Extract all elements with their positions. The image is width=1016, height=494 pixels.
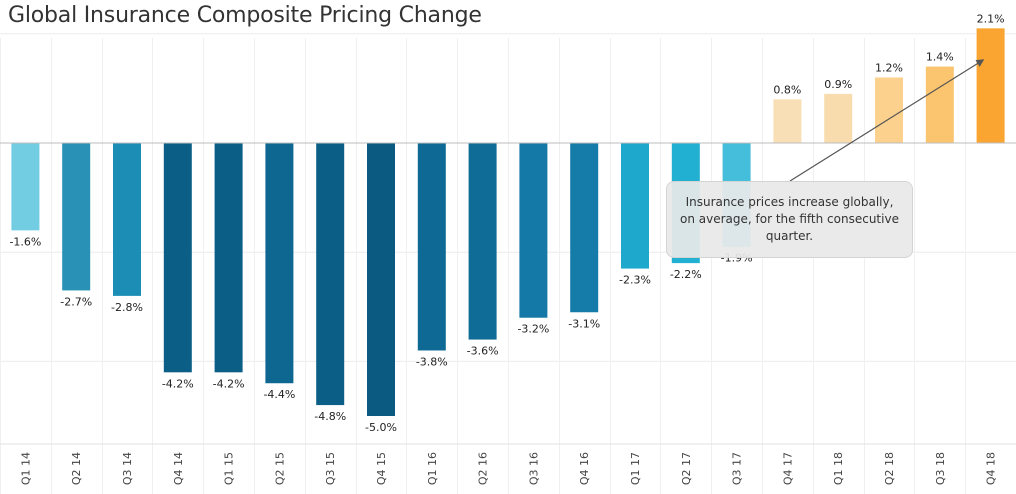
data-label: 0.8% [773, 83, 801, 96]
bar-q1-16[interactable] [417, 143, 446, 351]
bar-q2-14[interactable] [62, 143, 91, 291]
data-labels: -1.6% -2.7% -2.8% -4.2% -4.2% -4.4% -4.8% -5.0%… [9, 12, 1004, 434]
data-label: -3.6% [467, 345, 499, 358]
x-tick-label: Q3 18 [934, 452, 947, 485]
x-tick-label: Q4 16 [578, 452, 591, 485]
data-label: -2.8% [111, 301, 143, 314]
x-tick-label: Q4 17 [781, 452, 794, 485]
bar-q4-16[interactable] [570, 143, 599, 313]
data-label: 1.2% [875, 61, 903, 74]
annotation-callout: Insurance prices increase globally, on a… [666, 181, 913, 258]
data-label: 2.1% [977, 12, 1005, 25]
bar-q1-18[interactable] [824, 93, 853, 143]
x-tick-label: Q3 17 [731, 452, 744, 485]
data-label: 0.9% [824, 78, 852, 91]
bar-q3-18[interactable] [925, 66, 954, 143]
x-tick-label: Q1 18 [832, 452, 845, 485]
bar-q1-17[interactable] [621, 143, 649, 269]
x-tick-label: Q4 14 [172, 452, 185, 485]
data-label: -4.2% [213, 377, 245, 390]
x-tick-label: Q1 17 [629, 452, 642, 485]
x-tick-label: Q2 18 [883, 452, 896, 485]
data-label: 1.4% [926, 51, 954, 64]
bar-q3-15[interactable] [316, 143, 345, 406]
bar-q2-15[interactable] [265, 143, 294, 384]
bar-q4-14[interactable] [163, 143, 192, 373]
data-label: -4.2% [162, 377, 194, 390]
x-tick-label: Q1 15 [223, 452, 236, 485]
bar-q3-16[interactable] [519, 143, 548, 318]
gridlines [0, 33, 1016, 494]
x-tick-label: Q3 14 [121, 452, 134, 485]
bars [11, 28, 1005, 416]
data-label: -4.4% [263, 388, 295, 401]
x-tick-label: Q4 18 [985, 452, 998, 485]
bar-q4-18[interactable] [976, 28, 1005, 144]
bar-q1-14[interactable] [11, 143, 40, 231]
bar-q3-14[interactable] [113, 143, 141, 296]
data-label: -3.8% [416, 355, 448, 368]
x-axis: Q1 14 Q2 14 Q3 14 Q4 14 Q1 15 Q2 15 Q3 15 Q4 15… [19, 452, 997, 485]
x-tick-label: Q2 17 [680, 452, 693, 485]
data-label: -2.7% [60, 295, 92, 308]
x-tick-label: Q1 16 [426, 452, 439, 485]
bar-q2-18[interactable] [875, 77, 903, 143]
chart-title: Global Insurance Composite Pricing Chang… [8, 3, 482, 28]
data-label: -4.8% [314, 410, 346, 423]
bar-q1-15[interactable] [214, 143, 243, 373]
data-label: -3.1% [568, 317, 600, 330]
data-label: -2.2% [670, 268, 702, 281]
annotation-arrow [789, 59, 985, 182]
bar-q4-17[interactable] [773, 99, 802, 143]
x-tick-label: Q4 15 [375, 452, 388, 485]
x-tick-label: Q3 15 [324, 452, 337, 485]
data-label: -5.0% [365, 421, 397, 434]
x-tick-label: Q2 14 [70, 452, 83, 485]
x-tick-label: Q1 14 [19, 452, 32, 485]
data-label: -1.6% [9, 235, 41, 248]
x-tick-label: Q2 15 [273, 452, 286, 485]
x-tick-label: Q2 16 [477, 452, 490, 485]
data-label: -2.3% [619, 274, 651, 287]
bar-q4-15[interactable] [367, 143, 395, 416]
data-label: -3.2% [517, 323, 549, 336]
x-tick-label: Q3 16 [527, 452, 540, 485]
bar-q2-16[interactable] [468, 143, 497, 340]
